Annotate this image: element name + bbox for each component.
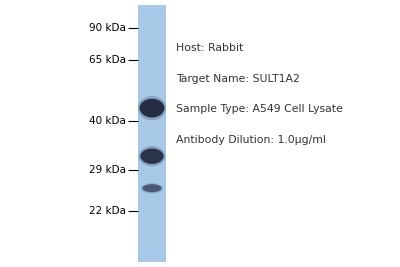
Ellipse shape bbox=[142, 184, 162, 192]
Text: Antibody Dilution: 1.0μg/ml: Antibody Dilution: 1.0μg/ml bbox=[176, 135, 326, 145]
Text: Target Name: SULT1A2: Target Name: SULT1A2 bbox=[176, 74, 300, 84]
Ellipse shape bbox=[140, 99, 164, 117]
Text: 65 kDa: 65 kDa bbox=[89, 55, 126, 65]
Text: 29 kDa: 29 kDa bbox=[89, 164, 126, 175]
Text: Sample Type: A549 Cell Lysate: Sample Type: A549 Cell Lysate bbox=[176, 104, 343, 115]
Ellipse shape bbox=[140, 148, 164, 164]
Bar bbox=[138, 5, 166, 262]
Ellipse shape bbox=[138, 96, 166, 120]
Ellipse shape bbox=[139, 146, 165, 166]
Text: 90 kDa: 90 kDa bbox=[89, 23, 126, 33]
Text: 40 kDa: 40 kDa bbox=[89, 116, 126, 127]
Text: 22 kDa: 22 kDa bbox=[89, 206, 126, 216]
Text: Host: Rabbit: Host: Rabbit bbox=[176, 43, 243, 53]
Ellipse shape bbox=[141, 183, 163, 193]
